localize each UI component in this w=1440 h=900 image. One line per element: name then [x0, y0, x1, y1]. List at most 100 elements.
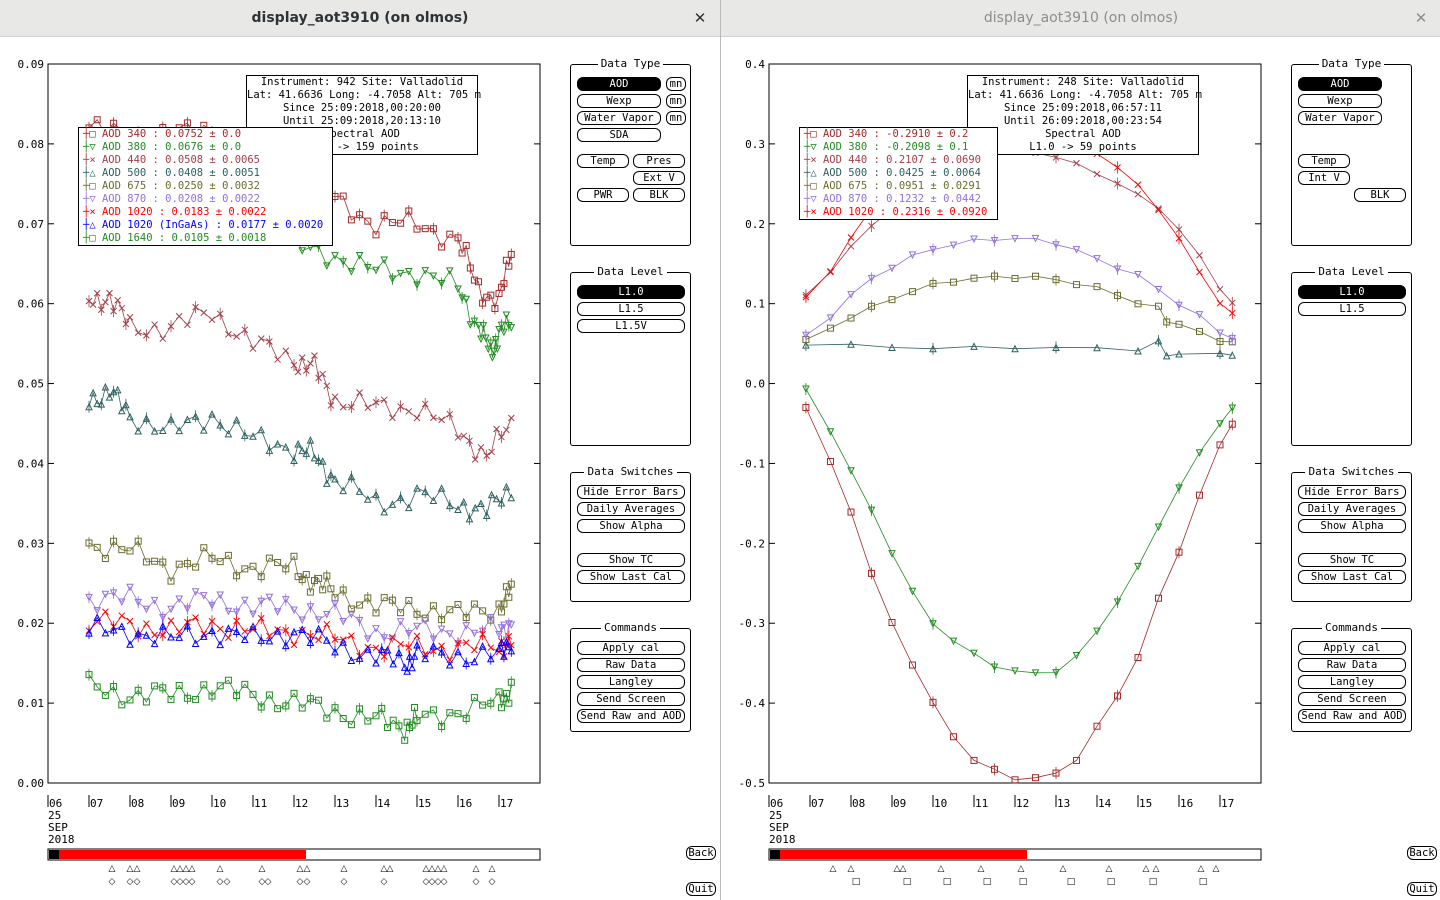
daily-averages-button[interactable]: Daily Averages	[577, 502, 685, 516]
level-l15-button[interactable]: L1.5	[577, 302, 685, 316]
data-point	[1093, 283, 1101, 291]
water-vapor-mn-button[interactable]: mn	[666, 111, 686, 125]
data-point	[507, 324, 516, 332]
close-icon[interactable]: ✕	[1414, 9, 1428, 27]
send-screen-button[interactable]: Send Screen	[1298, 692, 1406, 706]
water-vapor-button[interactable]: Water Vapor	[1298, 111, 1382, 125]
level-l15-button[interactable]: L1.5	[1298, 302, 1406, 316]
data-point	[446, 410, 454, 418]
info-instrument: Instrument: 248 Site: Valladolid	[981, 76, 1185, 88]
timeline-marker: △	[189, 864, 196, 874]
hide-error-bars-button[interactable]: Hide Error Bars	[577, 485, 685, 499]
back-button[interactable]: Back	[1407, 846, 1437, 860]
timeline-marker: ◇	[341, 877, 348, 887]
timeline-marker: △	[297, 864, 304, 874]
pres-button[interactable]: Pres	[633, 154, 685, 168]
data-point	[257, 425, 266, 434]
sda-button[interactable]: SDA	[577, 128, 661, 142]
timeline-marker: □	[852, 877, 861, 887]
data-point	[438, 722, 446, 730]
data-point	[497, 638, 506, 646]
legend-entry: ┼× AOD 1020 : 0.2316 ± 0.0920	[800, 206, 997, 219]
quit-button[interactable]: Quit	[1407, 882, 1437, 896]
y-tick-label: 0.00	[18, 777, 45, 790]
data-point	[142, 558, 150, 566]
close-icon[interactable]: ✕	[693, 9, 707, 27]
send-raw-aod-button[interactable]: Send Raw and AOD	[1298, 709, 1406, 723]
timeline-range[interactable]	[780, 850, 1027, 859]
aod-mn-button[interactable]: mn	[666, 77, 686, 91]
quit-button[interactable]: Quit	[686, 882, 716, 896]
panel-title: Commands	[601, 621, 660, 634]
data-point	[249, 562, 257, 570]
data-point	[306, 435, 315, 444]
langley-button[interactable]: Langley	[1298, 675, 1406, 689]
timeline-marker: □	[1107, 877, 1116, 887]
langley-button[interactable]: Langley	[577, 675, 685, 689]
timeline-range[interactable]	[59, 850, 306, 859]
x-tick-label: 07	[811, 797, 824, 810]
apply-cal-button[interactable]: Apply cal	[577, 641, 685, 655]
daily-averages-button[interactable]: Daily Averages	[1298, 502, 1406, 516]
back-button[interactable]: Back	[686, 846, 716, 860]
hide-error-bars-button[interactable]: Hide Error Bars	[1298, 485, 1406, 499]
data-point	[134, 537, 142, 545]
data-point	[167, 415, 175, 423]
timeline-marker: ◇	[429, 877, 436, 887]
raw-data-button[interactable]: Raw Data	[1298, 658, 1406, 672]
send-screen-button[interactable]: Send Screen	[577, 692, 685, 706]
data-point	[505, 699, 513, 707]
wexp-button[interactable]: Wexp	[577, 94, 661, 108]
y-tick-label: 0.1	[745, 298, 765, 311]
ext-v-button[interactable]: Ext V	[633, 171, 685, 185]
level-l15v-button[interactable]: L1.5V	[577, 319, 685, 333]
show-alpha-button[interactable]: Show Alpha	[1298, 519, 1406, 533]
data-point	[134, 686, 142, 694]
data-point	[929, 344, 937, 353]
data-point	[363, 264, 372, 272]
data-type-panel: Data Type AOD Wexp Water Vapor Temp Int …	[1291, 57, 1412, 246]
temp-button[interactable]: Temp	[1298, 154, 1350, 168]
data-point	[1134, 271, 1142, 279]
y-tick-label: -0.5	[739, 777, 766, 790]
data-point	[372, 658, 380, 667]
data-point	[265, 636, 274, 645]
panel-title: Data Level	[594, 265, 667, 278]
show-last-cal-button[interactable]: Show Last Cal	[1298, 570, 1406, 584]
series-aod-870	[85, 583, 516, 650]
data-point	[397, 609, 405, 617]
data-point	[1011, 667, 1019, 675]
blk-button[interactable]: BLK	[633, 188, 685, 202]
wexp-mn-button[interactable]: mn	[666, 94, 686, 108]
show-alpha-button[interactable]: Show Alpha	[577, 519, 685, 533]
y-tick-label: 0.06	[18, 298, 45, 311]
temp-button[interactable]: Temp	[577, 154, 629, 168]
show-tc-button[interactable]: Show TC	[577, 553, 685, 567]
level-l10-button[interactable]: L1.0	[577, 285, 685, 299]
send-raw-aod-button[interactable]: Send Raw and AOD	[577, 709, 685, 723]
data-point	[151, 321, 158, 328]
int-v-button[interactable]: Int V	[1298, 171, 1350, 185]
data-point	[143, 620, 150, 627]
series-aod-500	[85, 382, 516, 525]
apply-cal-button[interactable]: Apply cal	[1298, 641, 1406, 655]
data-level-panel: Data Level L1.0 L1.5	[1291, 265, 1412, 446]
data-point	[802, 385, 810, 394]
data-point	[1162, 351, 1171, 360]
blk-button[interactable]: BLK	[1354, 188, 1406, 202]
data-point	[265, 554, 273, 562]
aod-button[interactable]: AOD	[1298, 77, 1382, 91]
series-aod-1020-ingaas-	[85, 613, 516, 675]
titlebar[interactable]: display_aot3910 (on olmos) ✕	[0, 0, 720, 37]
data-point	[1011, 344, 1019, 353]
timeline-marker: ◇	[189, 877, 196, 887]
raw-data-button[interactable]: Raw Data	[577, 658, 685, 672]
pwr-button[interactable]: PWR	[577, 188, 629, 202]
titlebar[interactable]: display_aot3910 (on olmos) ✕	[721, 0, 1440, 37]
show-tc-button[interactable]: Show TC	[1298, 553, 1406, 567]
show-last-cal-button[interactable]: Show Last Cal	[577, 570, 685, 584]
wexp-button[interactable]: Wexp	[1298, 94, 1382, 108]
level-l10-button[interactable]: L1.0	[1298, 285, 1406, 299]
water-vapor-button[interactable]: Water Vapor	[577, 111, 661, 125]
aod-button[interactable]: AOD	[577, 77, 661, 91]
